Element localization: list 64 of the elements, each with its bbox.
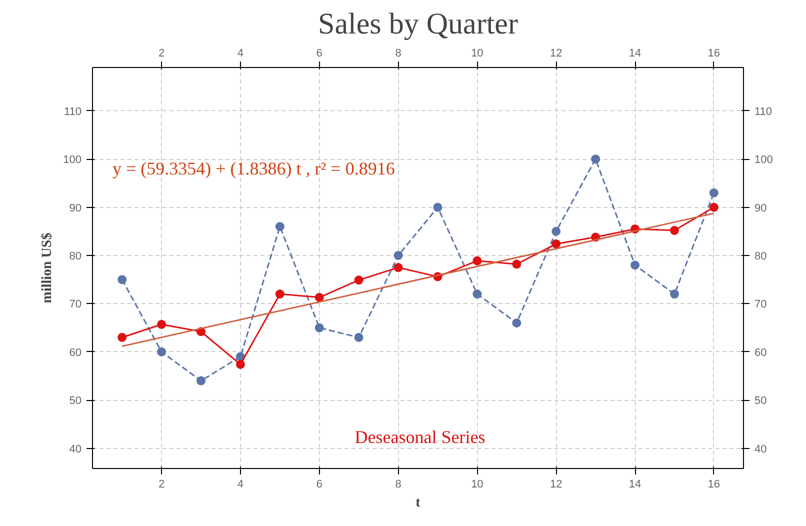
- x-tick-label: 8: [395, 48, 402, 60]
- y2-tick-label: 80: [754, 250, 767, 262]
- y2-tick-label: 50: [754, 395, 767, 408]
- x-tick-label: 2: [158, 48, 165, 60]
- x2-tick-label: 10: [471, 478, 484, 490]
- x-tick-label: 12: [550, 48, 562, 60]
- x-axis-title: t: [416, 496, 421, 510]
- y-tick-label: 80: [69, 250, 82, 262]
- y2-tick-label: 60: [754, 346, 767, 359]
- point: [354, 276, 364, 285]
- y-tick-label: 60: [69, 346, 82, 359]
- point: [354, 332, 364, 342]
- point: [472, 256, 482, 266]
- y2-tick-label: 100: [754, 154, 773, 166]
- point: [472, 290, 482, 299]
- y-tick-label: 100: [63, 154, 82, 166]
- point: [552, 239, 561, 248]
- point: [275, 222, 284, 232]
- point: [512, 318, 522, 328]
- point: [630, 260, 640, 270]
- x2-tick-label: 14: [628, 478, 642, 490]
- x-tick-label: 16: [708, 48, 720, 60]
- y2-tick-label: 40: [754, 443, 767, 456]
- point: [709, 188, 718, 198]
- point: [236, 360, 245, 369]
- x2-tick-label: 6: [316, 478, 322, 490]
- chart-title: Sales by Quarter: [318, 8, 518, 40]
- point: [275, 290, 284, 299]
- x2-tick-label: 8: [395, 478, 402, 490]
- annotation: y = (59.3354) + (1.8386) t , r² = 0.8916: [112, 158, 395, 178]
- x2-tick-label: 16: [708, 478, 720, 490]
- point: [670, 226, 679, 235]
- x-tick-label: 4: [237, 48, 244, 60]
- point: [512, 260, 522, 269]
- x2-tick-label: 4: [237, 478, 244, 490]
- point: [157, 347, 166, 356]
- y2-tick-label: 110: [754, 106, 772, 118]
- point: [552, 226, 561, 236]
- point: [314, 292, 324, 302]
- y-axis-title: million US$: [40, 232, 56, 304]
- point: [196, 376, 206, 386]
- y-tick-label: 40: [69, 443, 82, 456]
- point: [394, 250, 403, 260]
- x2-tick-label: 2: [158, 478, 165, 490]
- point: [394, 263, 403, 272]
- point: [591, 154, 600, 164]
- point: [314, 323, 324, 332]
- x2-tick-label: 12: [550, 478, 562, 490]
- y-tick-label: 90: [69, 202, 82, 214]
- y2-tick-label: 70: [754, 298, 767, 311]
- x-tick-label: 14: [628, 48, 642, 60]
- y2-tick-label: 90: [754, 202, 767, 214]
- x-tick-label: 6: [316, 48, 322, 60]
- point: [118, 332, 127, 342]
- x-tick-label: 10: [471, 48, 484, 60]
- y-tick-label: 70: [69, 298, 82, 311]
- y-tick-label: 110: [64, 106, 82, 118]
- point: [709, 202, 718, 212]
- point: [118, 275, 127, 284]
- point: [433, 202, 442, 212]
- y-tick-label: 50: [69, 395, 82, 408]
- point: [157, 320, 166, 329]
- text: Deseasonal Series: [354, 427, 486, 448]
- point: [670, 290, 679, 299]
